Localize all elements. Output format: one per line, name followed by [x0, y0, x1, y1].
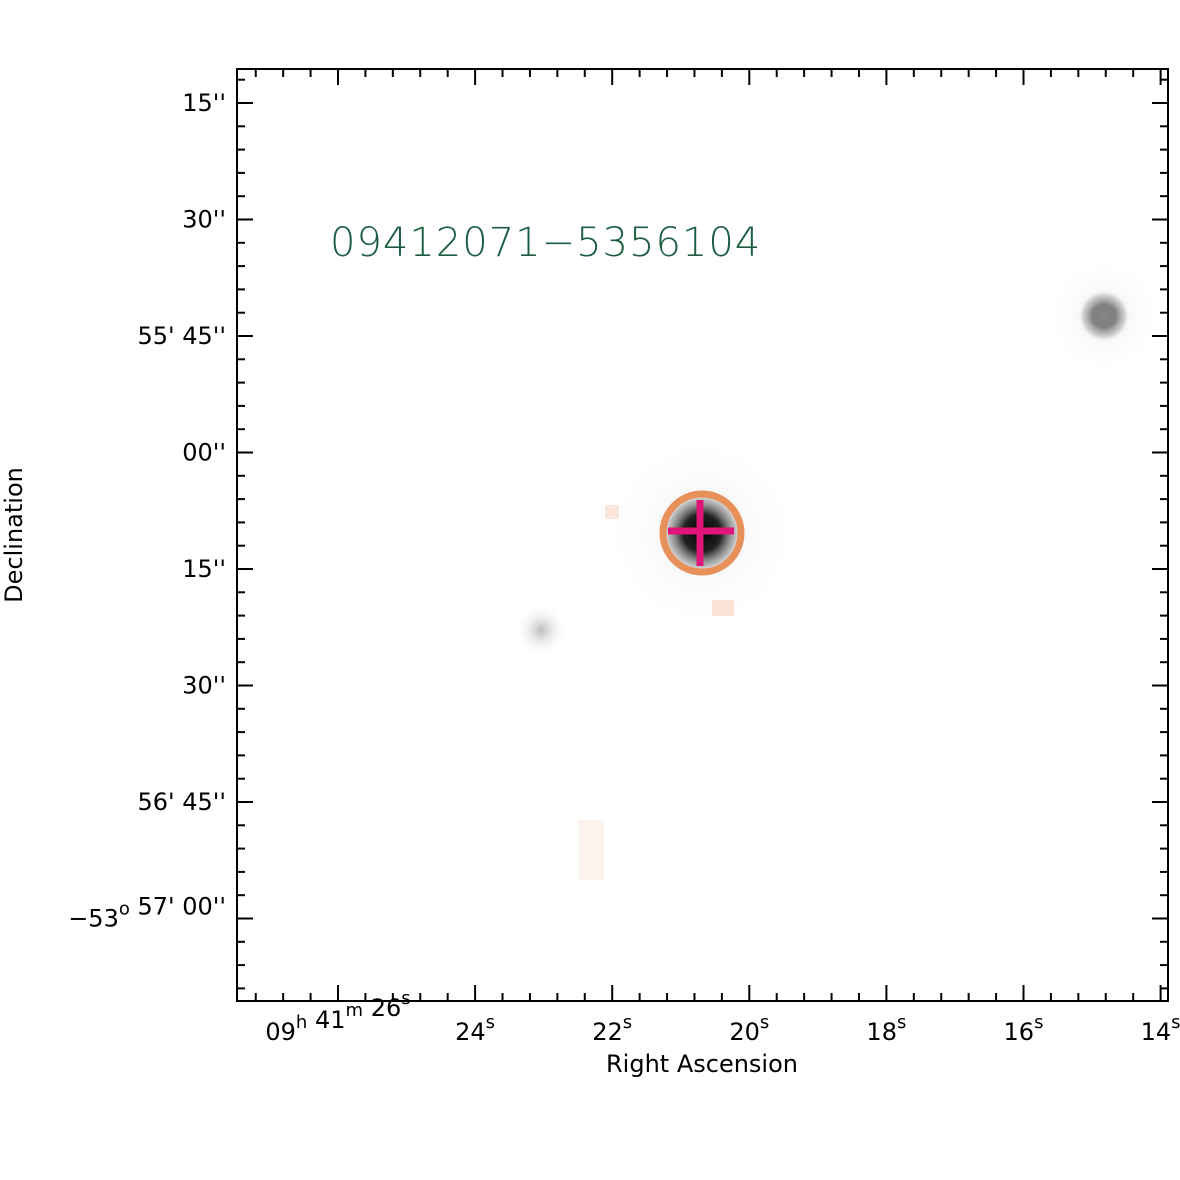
tick-label-part: 00'': [182, 439, 226, 467]
tick-label: 16s: [1004, 1012, 1044, 1046]
tick-label: 22s: [592, 1012, 632, 1046]
tick-label-part: 16: [1004, 1018, 1035, 1046]
tick-label-sup: s: [401, 988, 410, 1009]
tick-label-sup: s: [897, 1012, 906, 1033]
tick-label: 14s: [1141, 1012, 1180, 1046]
tick-label-part: 18: [866, 1018, 897, 1046]
tick-label-part: 09: [265, 1018, 296, 1046]
tick-label: 30'': [182, 672, 226, 700]
tick-label-sup: s: [760, 1012, 769, 1033]
tick-label-part: 41: [307, 1006, 345, 1034]
tick-label-sup: s: [623, 1012, 632, 1033]
tick-label: 56' 45'': [138, 788, 227, 816]
tick-label-part: 56' 45'': [138, 788, 227, 816]
tick-label-sup: s: [1171, 1012, 1180, 1033]
tick-label: 30'': [182, 206, 226, 234]
tick-label-part: 15'': [182, 89, 226, 117]
tick-label-part: 24: [455, 1018, 486, 1046]
tick-label: 09h 41m 26s: [265, 988, 410, 1046]
tick-label-part: 20: [729, 1018, 760, 1046]
x-axis-label: Right Ascension: [606, 1050, 798, 1078]
tick-label: 24s: [455, 1012, 495, 1046]
tick-label: 18s: [866, 1012, 906, 1046]
tick-label: 00'': [182, 439, 226, 467]
tick-label: 20s: [729, 1012, 769, 1046]
tick-label-part: −53: [68, 905, 119, 933]
sky-image: [515, 256, 1164, 880]
tick-label-part: 15'': [182, 555, 226, 583]
tick-label-part: 57' 00'': [130, 893, 226, 921]
tick-label-sup: o: [119, 899, 130, 920]
tick-label-part: 30'': [182, 672, 226, 700]
tick-label-sup: m: [346, 1000, 364, 1021]
tick-label-part: 26: [363, 994, 401, 1022]
tick-label: −53o 57' 00'': [68, 893, 226, 933]
tick-label: 15'': [182, 555, 226, 583]
y-axis-label: Declination: [0, 467, 28, 603]
plot-frame: [236, 68, 1169, 1002]
source-name: 09412071−5356104: [330, 220, 761, 266]
tick-label-part: 55' 45'': [138, 322, 227, 350]
tick-label-part: 30'': [182, 206, 226, 234]
tick-label-sup: h: [296, 1012, 307, 1033]
tick-label-sup: s: [1034, 1012, 1043, 1033]
tick-label: 55' 45'': [138, 322, 227, 350]
tick-label-part: 14: [1141, 1018, 1172, 1046]
tick-label: 15'': [182, 89, 226, 117]
tick-label-part: 22: [592, 1018, 623, 1046]
tick-label-sup: s: [486, 1012, 495, 1033]
